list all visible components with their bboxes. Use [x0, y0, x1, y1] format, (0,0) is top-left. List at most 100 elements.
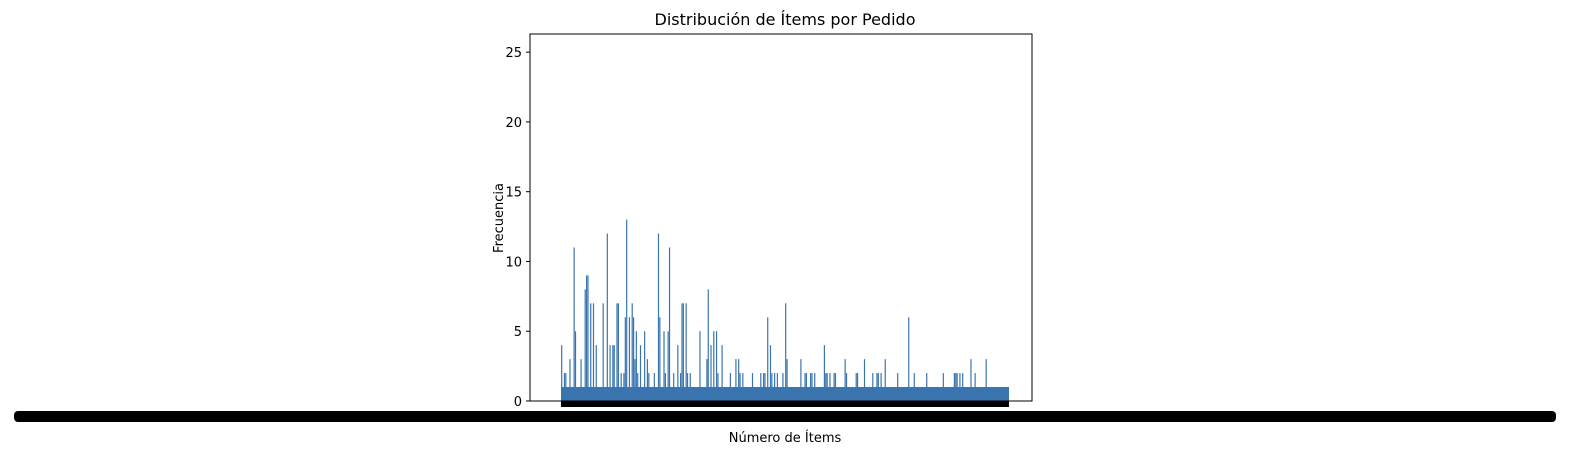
bar	[601, 387, 603, 401]
bar	[666, 387, 668, 401]
bar	[610, 387, 613, 401]
bar	[880, 373, 882, 401]
x-axis-tick-band	[14, 401, 1556, 422]
bar	[892, 387, 895, 401]
bar	[852, 387, 855, 401]
bar	[739, 373, 741, 401]
bar	[574, 331, 577, 401]
bar	[1004, 387, 1007, 401]
bar	[906, 387, 908, 401]
bar	[774, 373, 776, 401]
bar	[856, 373, 859, 401]
bar	[874, 387, 877, 401]
bar	[644, 331, 646, 401]
bar	[985, 359, 987, 401]
bar	[771, 373, 773, 401]
bar	[981, 387, 983, 401]
bar	[890, 387, 892, 401]
bar	[762, 373, 765, 401]
bar	[785, 303, 787, 401]
bar	[648, 373, 650, 401]
bar	[688, 387, 690, 401]
bar	[703, 387, 705, 401]
bar	[732, 387, 734, 401]
bar	[904, 387, 906, 401]
bar	[818, 387, 820, 401]
bar	[834, 373, 837, 401]
bar	[692, 387, 694, 401]
bar	[872, 373, 874, 401]
x-tick-marks-dense	[561, 401, 1009, 407]
bar	[787, 387, 790, 401]
bars-layer	[561, 219, 1009, 401]
bar	[931, 387, 933, 401]
bar	[696, 387, 698, 401]
bar	[627, 387, 629, 401]
bar	[812, 387, 814, 401]
bar	[837, 387, 839, 401]
bar	[973, 387, 975, 401]
bar	[756, 387, 758, 401]
bar	[765, 387, 767, 401]
bar	[995, 387, 997, 401]
bar	[945, 387, 947, 401]
bar	[594, 387, 596, 401]
bar	[899, 387, 902, 401]
bar	[952, 387, 954, 401]
bar	[764, 373, 766, 401]
bar	[917, 387, 920, 401]
axes-frame	[529, 33, 1033, 402]
bar	[624, 317, 626, 401]
bar	[779, 387, 781, 401]
bar	[677, 345, 679, 401]
bar	[615, 387, 617, 401]
bar	[964, 387, 967, 401]
bar	[742, 373, 744, 401]
bar	[680, 373, 682, 401]
bar	[819, 387, 821, 401]
bar	[999, 387, 1001, 401]
bar	[959, 373, 961, 401]
bar	[761, 387, 763, 401]
bar	[859, 387, 861, 401]
bar	[953, 373, 955, 401]
bar	[598, 387, 600, 401]
bar	[967, 387, 969, 401]
bar	[843, 387, 845, 401]
bar	[830, 387, 832, 401]
bar	[563, 373, 566, 401]
bar	[1002, 387, 1004, 401]
bar	[704, 387, 707, 401]
bar	[825, 373, 827, 401]
y-tick-label: 15	[505, 186, 522, 201]
bar	[746, 387, 748, 401]
y-tick-label: 0	[514, 395, 522, 410]
bar	[685, 303, 687, 401]
bar	[800, 359, 802, 401]
bar	[808, 387, 810, 401]
bar	[616, 303, 618, 401]
bar	[738, 359, 740, 401]
bar	[886, 387, 888, 401]
bar	[902, 387, 904, 401]
bar	[621, 387, 624, 401]
bar	[901, 387, 903, 401]
bar	[865, 387, 867, 401]
bar	[988, 387, 990, 401]
bar	[744, 387, 747, 401]
bar	[935, 387, 938, 401]
bar	[822, 387, 824, 401]
bar	[727, 387, 729, 401]
bar	[870, 387, 873, 401]
bar	[989, 387, 991, 401]
bar	[613, 345, 615, 401]
bar	[650, 387, 653, 401]
bar	[956, 373, 958, 401]
bar	[749, 387, 751, 401]
bar	[920, 387, 922, 401]
bar	[579, 387, 581, 401]
bar	[634, 359, 636, 401]
bar	[595, 345, 597, 401]
bar	[816, 387, 819, 401]
